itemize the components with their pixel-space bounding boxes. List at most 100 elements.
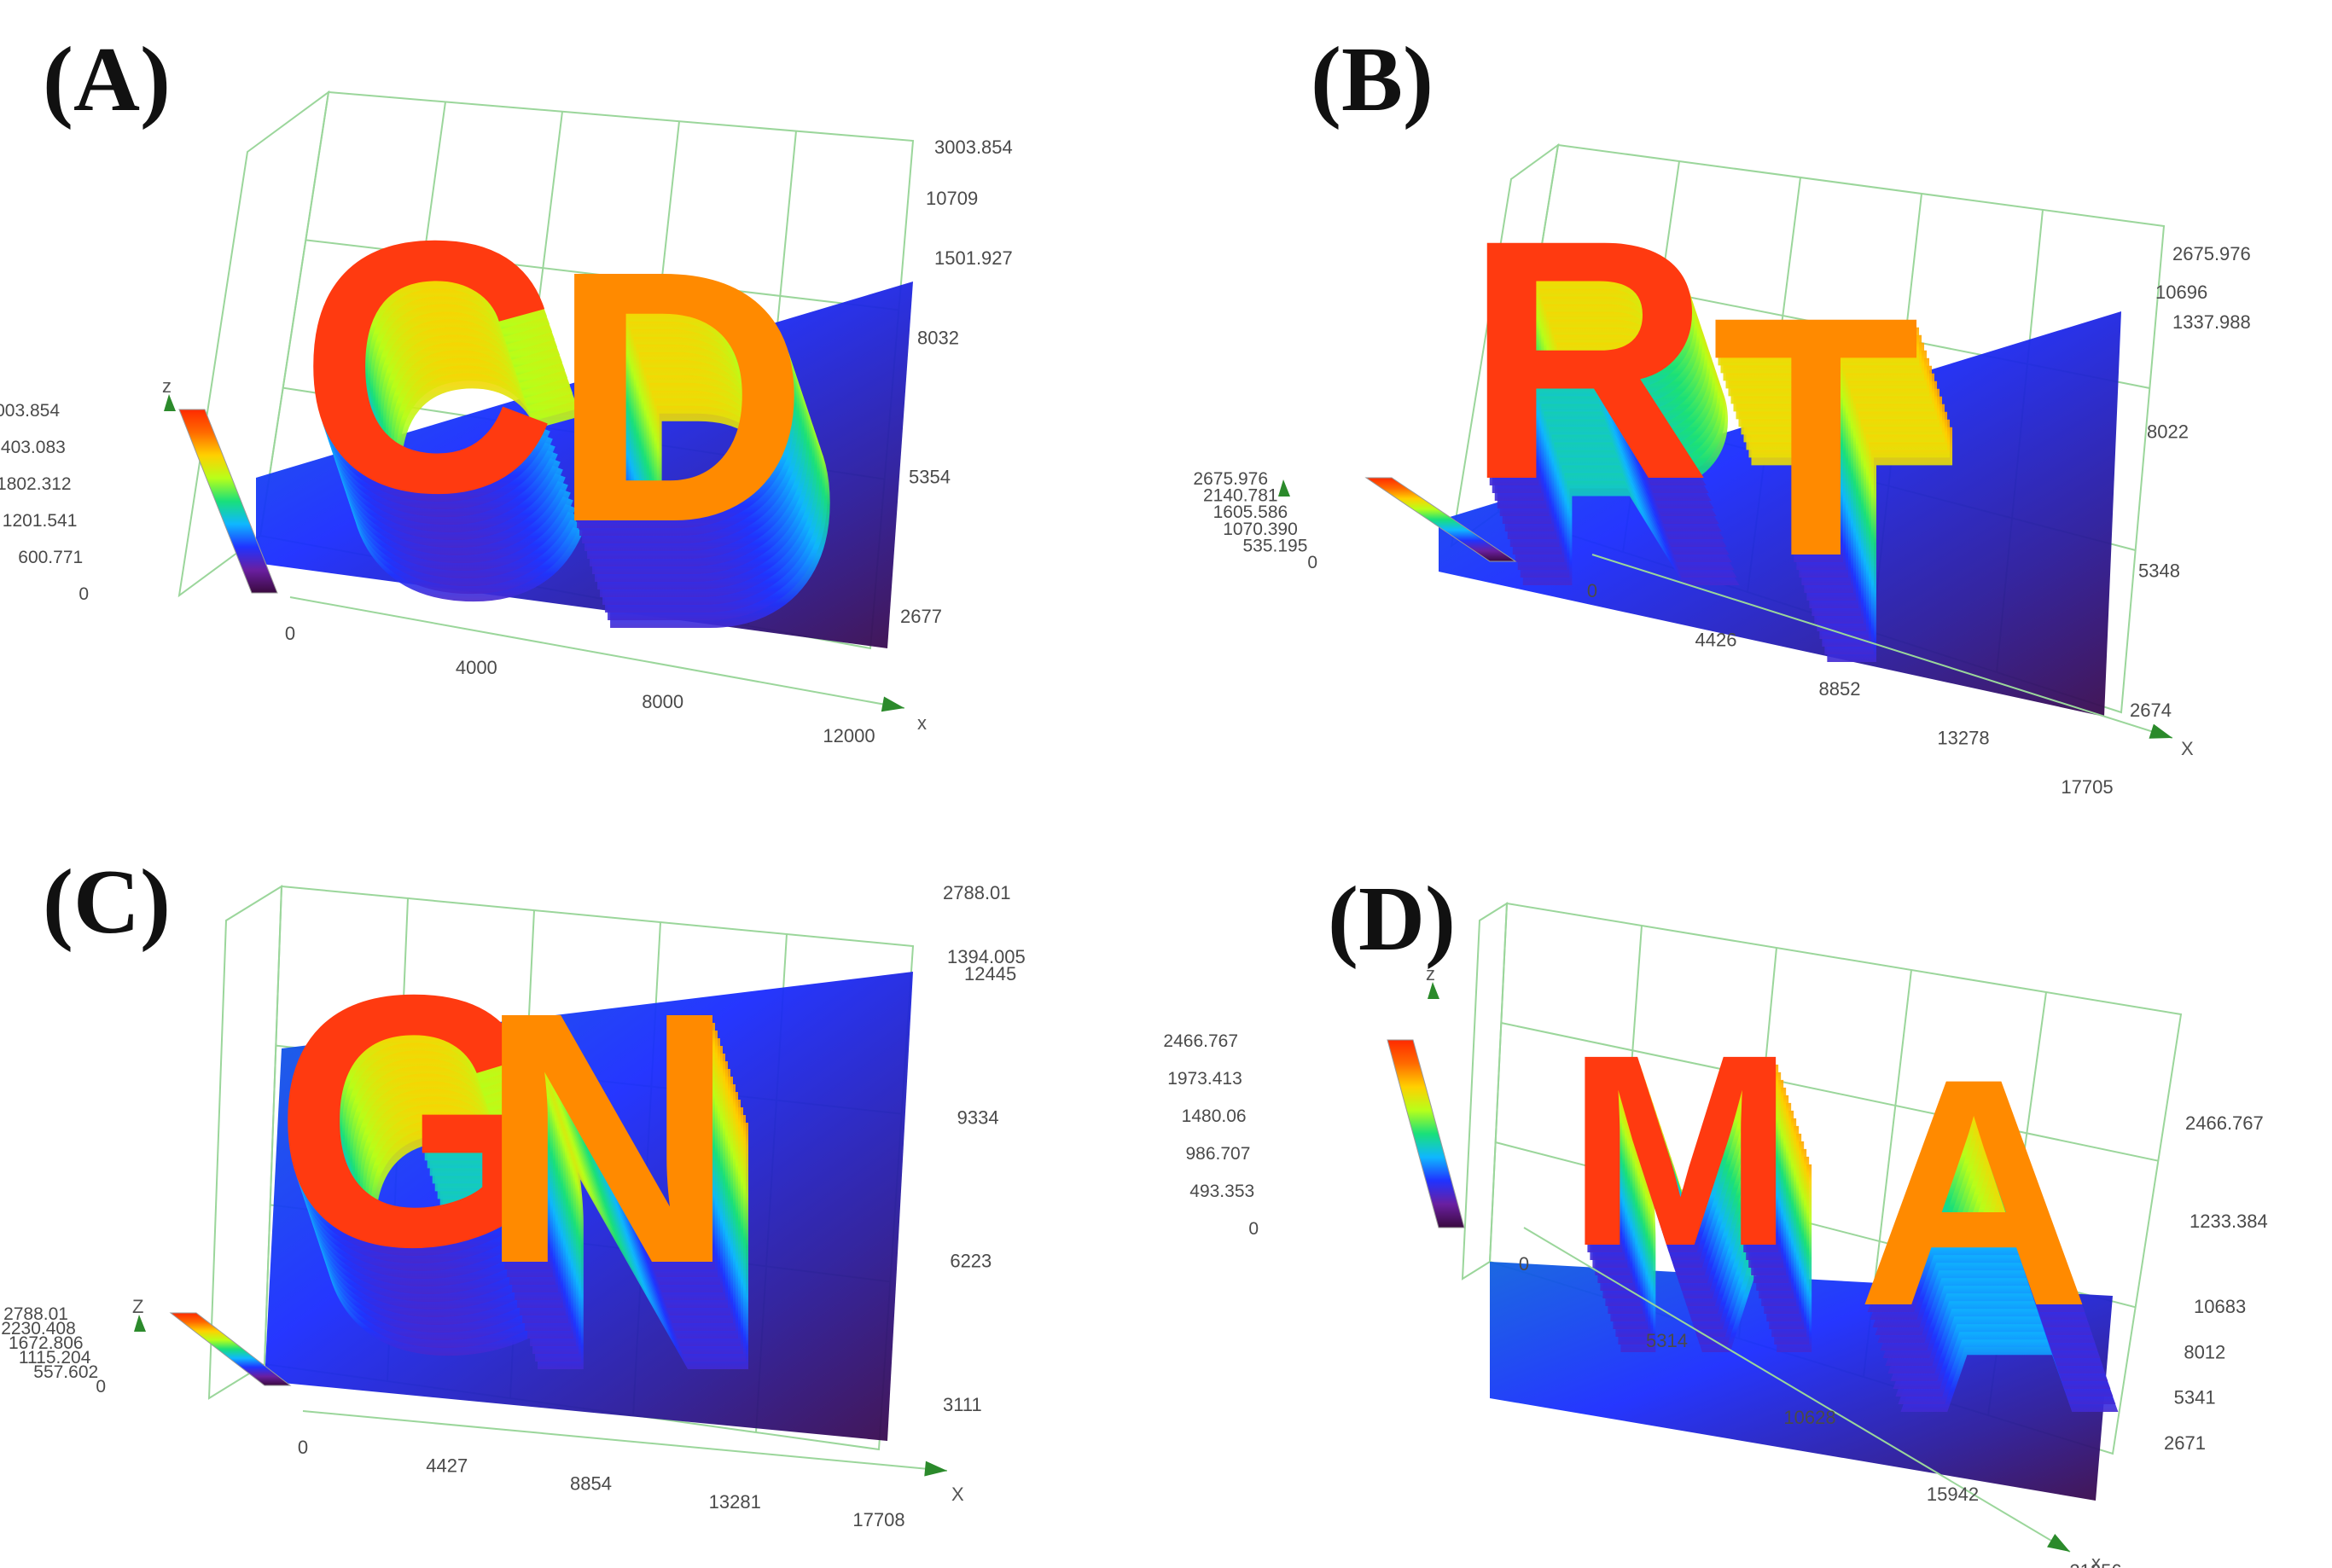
letter-depth: C [317,221,575,621]
letter-depth: A [1882,1088,2116,1450]
letter-depth: N [493,984,752,1385]
letter-depth: A [1880,1080,2114,1443]
letter-depth: G [306,1021,585,1421]
letter-depth: G [301,1006,580,1406]
grid-line [1738,947,1777,1339]
y-tick-label: 6223 [950,1251,992,1272]
letter-depth: D [576,274,835,674]
colorbar-tick-label: 600.771 [18,548,83,567]
colorbar-tick-label: 2140.781 [1203,486,1278,506]
surface-floor [256,282,913,648]
letter-depth: M [1569,1005,1797,1310]
letter-c: C [299,167,557,567]
z-axis-arrow [1428,982,1439,999]
colorbar-tick-label: 3003.854 [0,401,60,421]
letter-depth: D [558,220,817,620]
colorbar-tick-label: 0 [79,584,89,604]
letter-depth: R [1487,238,1734,619]
z-tick-label: 1233.384 [2190,1211,2268,1232]
y-tick-label: 5341 [2174,1387,2216,1408]
letter-depth: A [1885,1095,2119,1458]
colorbar-tick-label: 0 [96,1377,106,1397]
x-axis-line [1523,1227,2071,1553]
letter-depth: M [1582,1043,1810,1349]
x-tick-label: 13281 [709,1491,761,1513]
y-tick-label: 8032 [917,327,959,348]
letter-depth: N [491,977,749,1377]
letter-depth: N [480,946,739,1346]
surface-floor [265,972,913,1441]
letter-depth: A [1859,1019,2093,1381]
letter-depth: N [498,1000,757,1400]
letter-depth: R [1472,192,1718,573]
letter-depth: T [1714,253,1922,635]
letter-depth: D [566,243,824,643]
letter-depth: D [571,258,829,659]
letter-depth: D [586,305,845,705]
letter-depth: A [1862,1026,2096,1389]
letter-depth: T [1748,353,1956,735]
panel-label-c: (C) [43,851,171,953]
letter-depth: C [311,206,570,606]
panel-label-b: (B) [1311,29,1434,131]
letter-depth: G [309,1029,588,1429]
x-tick-label: 4427 [426,1455,468,1476]
colorbar-tick-label: 0 [1307,553,1317,572]
letter-r: R [1464,169,1711,550]
letter-m: M [1567,997,1794,1303]
letter-depth: G [299,998,578,1398]
z-axis-name: z [1426,963,1435,984]
letter-depth: T [1732,307,1940,688]
x-axis-arrow [2047,1533,2070,1552]
z-axis-name: Z [132,1296,143,1317]
letter-depth: D [568,251,827,651]
letter-depth: C [306,190,565,590]
letter-depth: R [1474,200,1721,581]
colorbar-tick-label: 1201.541 [3,511,78,531]
letter-depth: D [579,282,837,682]
z-tick-label: 2788.01 [943,882,1011,903]
letter-depth: A [1872,1057,2106,1420]
letter-depth: T [1737,322,1945,704]
z-tick-label: 1394.005 [947,946,1026,967]
x-axis-arrow [881,696,904,712]
letter-depth: M [1572,1013,1800,1318]
letter-depth: R [1477,207,1724,589]
panel-label-d: (D) [1328,868,1456,970]
letter-depth: T [1719,269,1928,650]
y-tick-label: 2674 [2130,700,2172,721]
letter-depth: R [1492,253,1739,635]
colorbar-tick-label: 1115.204 [19,1348,91,1368]
letter-depth: N [509,1031,767,1431]
colorbar-tick-label: 2788.01 [3,1304,68,1324]
letter-depth: N [496,992,754,1392]
y-tick-label: 10696 [2155,282,2207,303]
y-tick-label: 8022 [2147,421,2189,442]
x-axis-line [289,596,905,709]
letter-depth: D [555,212,814,613]
z-tick-label: 2675.976 [2172,243,2251,264]
z-tick-label: 1501.927 [934,247,1013,269]
letter-depth: R [1497,269,1744,650]
x-tick-label: 4426 [1695,630,1737,651]
colorbar-tick-label: 2675.976 [1193,469,1268,489]
letter-depth: N [514,1046,772,1446]
letter-depth: R [1490,246,1736,627]
letter-depth: D [553,205,811,605]
surface-floor [1439,311,2121,717]
letter-depth: G [291,975,570,1375]
x-tick-label: 0 [285,623,295,644]
x-axis-arrow [924,1461,947,1477]
z-tick-label: 3003.854 [934,136,1013,158]
x-tick-label: 5314 [1646,1330,1688,1351]
colorbar-tick-label: 1480.06 [1182,1106,1247,1126]
letter-a: A [1857,1011,2091,1373]
letter-depth: A [1877,1072,2111,1435]
letter-depth: G [278,937,557,1337]
